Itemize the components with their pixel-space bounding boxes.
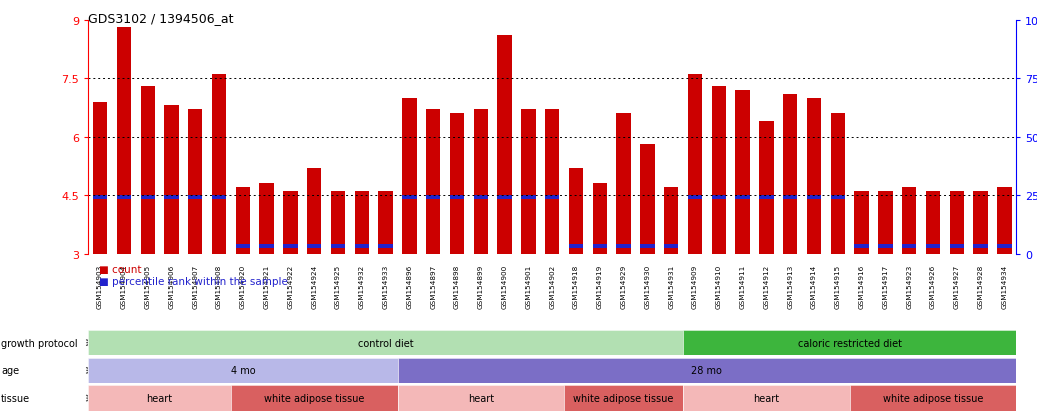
- Bar: [640, 145, 654, 254]
- Bar: [164, 106, 178, 254]
- Bar: [735, 196, 750, 199]
- Bar: [522, 196, 535, 199]
- Bar: [283, 192, 298, 254]
- Bar: [117, 196, 131, 199]
- Bar: [711, 196, 726, 199]
- Bar: [616, 244, 630, 248]
- Bar: [212, 196, 226, 199]
- Bar: [974, 192, 987, 254]
- Bar: [474, 196, 488, 199]
- Bar: [450, 114, 465, 254]
- Bar: [235, 244, 250, 248]
- Text: white adipose tissue: white adipose tissue: [264, 393, 364, 403]
- Bar: [950, 192, 964, 254]
- Text: white adipose tissue: white adipose tissue: [882, 393, 983, 403]
- Bar: [522, 110, 535, 254]
- Bar: [902, 188, 917, 254]
- Bar: [235, 188, 250, 254]
- Bar: [878, 244, 893, 248]
- Text: ■ count: ■ count: [99, 265, 141, 275]
- Text: heart: heart: [146, 393, 172, 403]
- Bar: [783, 196, 797, 199]
- Text: ■ percentile rank within the sample: ■ percentile rank within the sample: [99, 276, 287, 286]
- Bar: [140, 196, 155, 199]
- Bar: [426, 110, 441, 254]
- Bar: [93, 102, 107, 254]
- Bar: [593, 184, 607, 254]
- Bar: [379, 244, 393, 248]
- Bar: [259, 244, 274, 248]
- Bar: [307, 169, 321, 254]
- Bar: [854, 244, 869, 248]
- Bar: [545, 196, 559, 199]
- Bar: [212, 75, 226, 254]
- Text: age: age: [1, 366, 19, 375]
- Text: heart: heart: [753, 393, 780, 403]
- Bar: [998, 244, 1011, 248]
- Bar: [164, 196, 178, 199]
- Text: control diet: control diet: [358, 338, 414, 348]
- Bar: [569, 169, 583, 254]
- Bar: [759, 122, 774, 254]
- Bar: [878, 192, 893, 254]
- Text: caloric restricted diet: caloric restricted diet: [797, 338, 902, 348]
- Bar: [188, 196, 202, 199]
- Text: growth protocol: growth protocol: [1, 338, 78, 348]
- Bar: [331, 244, 345, 248]
- Bar: [926, 244, 941, 248]
- Bar: [593, 244, 607, 248]
- Bar: [569, 244, 583, 248]
- Bar: [545, 110, 559, 254]
- Bar: [831, 196, 845, 199]
- Bar: [616, 114, 630, 254]
- Bar: [831, 114, 845, 254]
- Bar: [807, 196, 821, 199]
- Bar: [640, 244, 654, 248]
- Bar: [854, 192, 869, 254]
- Bar: [735, 91, 750, 254]
- Bar: [902, 244, 917, 248]
- Bar: [117, 28, 131, 254]
- Bar: [402, 98, 417, 254]
- Text: white adipose tissue: white adipose tissue: [573, 393, 674, 403]
- Bar: [188, 110, 202, 254]
- Bar: [498, 36, 511, 254]
- Bar: [474, 110, 488, 254]
- Bar: [807, 98, 821, 254]
- Bar: [426, 196, 441, 199]
- Text: 28 mo: 28 mo: [692, 366, 723, 375]
- Bar: [783, 95, 797, 254]
- Text: heart: heart: [468, 393, 494, 403]
- Text: GDS3102 / 1394506_at: GDS3102 / 1394506_at: [88, 12, 233, 25]
- Bar: [498, 196, 511, 199]
- Bar: [379, 192, 393, 254]
- Text: tissue: tissue: [1, 393, 30, 403]
- Bar: [926, 192, 941, 254]
- Bar: [759, 196, 774, 199]
- Bar: [974, 244, 987, 248]
- Bar: [140, 87, 155, 254]
- Bar: [450, 196, 465, 199]
- Bar: [664, 188, 678, 254]
- Bar: [688, 196, 702, 199]
- Bar: [402, 196, 417, 199]
- Bar: [307, 244, 321, 248]
- Bar: [283, 244, 298, 248]
- Bar: [259, 184, 274, 254]
- Bar: [950, 244, 964, 248]
- Bar: [688, 75, 702, 254]
- Bar: [355, 192, 369, 254]
- Bar: [998, 188, 1011, 254]
- Text: 4 mo: 4 mo: [230, 366, 255, 375]
- Bar: [93, 196, 107, 199]
- Bar: [355, 244, 369, 248]
- Bar: [664, 244, 678, 248]
- Bar: [711, 87, 726, 254]
- Bar: [331, 192, 345, 254]
